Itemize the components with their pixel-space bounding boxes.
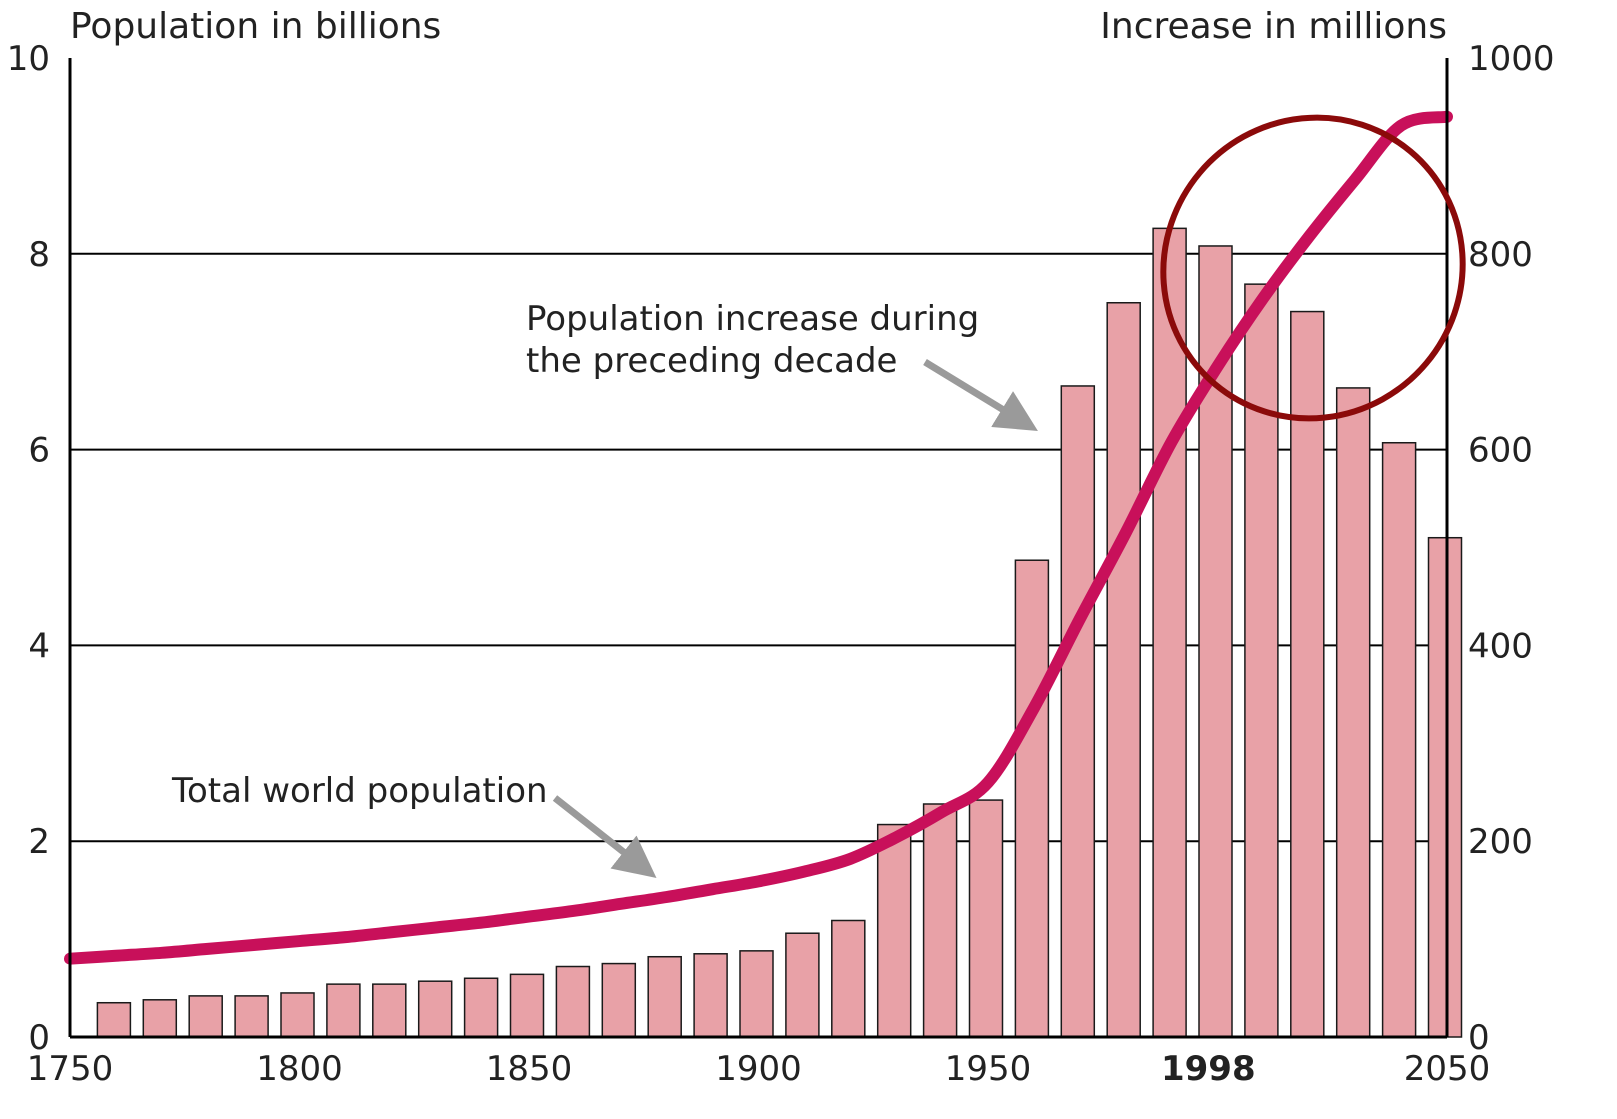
right-tick-label: 200 [1468,822,1533,862]
bar [1427,536,1463,1038]
bar [142,999,178,1038]
left-tick-label: 6 [28,431,50,471]
right-tick-label: 0 [1468,1018,1490,1058]
left-tick-label: 8 [28,235,50,275]
tick-labels: 0 2 4 6 8 10 0 200 400 600 800 1000 1750 1800 1850 1900… [7,39,1555,1089]
bar [96,1001,132,1038]
population-line [64,110,1453,965]
bar [785,932,820,1038]
x-tick-label: 1998 [1161,1049,1256,1089]
left-axis-title: Population in billions [70,6,441,47]
bars-annotation-line1: Population increase during [526,299,979,339]
x-tick-label: 1950 [945,1049,1032,1089]
bar [693,953,728,1038]
left-tick-label: 4 [28,626,50,666]
bar [1014,559,1050,1038]
line-annotation-arrow [552,795,657,878]
right-axis-title: Increase in millions [1100,6,1447,47]
bar [463,977,499,1038]
right-tick-label: 400 [1468,626,1533,666]
bar [509,973,545,1038]
bars-annotation-arrow [923,359,1038,431]
bar [1335,387,1371,1038]
left-tick-label: 2 [28,822,50,862]
left-tick-label: 0 [28,1018,50,1058]
right-tick-label: 800 [1468,235,1533,275]
line-annotation: Total world population [171,771,548,811]
bar [326,983,361,1038]
bar [968,799,1004,1038]
bar [647,955,682,1038]
bar [1290,310,1325,1038]
bar [1060,385,1096,1038]
x-tick-label: 2050 [1404,1049,1491,1089]
bar [555,965,591,1038]
highlight-ellipse [1160,114,1466,422]
bar [1152,227,1187,1038]
bar [922,803,958,1038]
bars-annotation-line2: the preceding decade [526,341,897,381]
bar [188,995,223,1038]
bar [372,983,407,1038]
axes [68,58,1449,1039]
bar [739,950,774,1038]
left-tick-label: 10 [7,39,50,79]
bar [417,980,453,1038]
bar [280,992,315,1038]
x-tick-label: 1800 [256,1049,343,1089]
bar-series [96,227,1463,1038]
x-tick-label: 1900 [715,1049,802,1089]
line-series [64,110,1453,965]
bar [1244,283,1279,1038]
x-tick-label: 1850 [486,1049,573,1089]
bar [876,823,912,1038]
bar [831,919,866,1038]
bar [234,995,269,1038]
x-tick-label: 1750 [27,1049,114,1089]
right-tick-label: 600 [1468,431,1533,471]
right-tick-label: 1000 [1468,39,1555,79]
bar [1106,302,1141,1038]
bar [601,962,637,1038]
bar [1381,441,1417,1038]
